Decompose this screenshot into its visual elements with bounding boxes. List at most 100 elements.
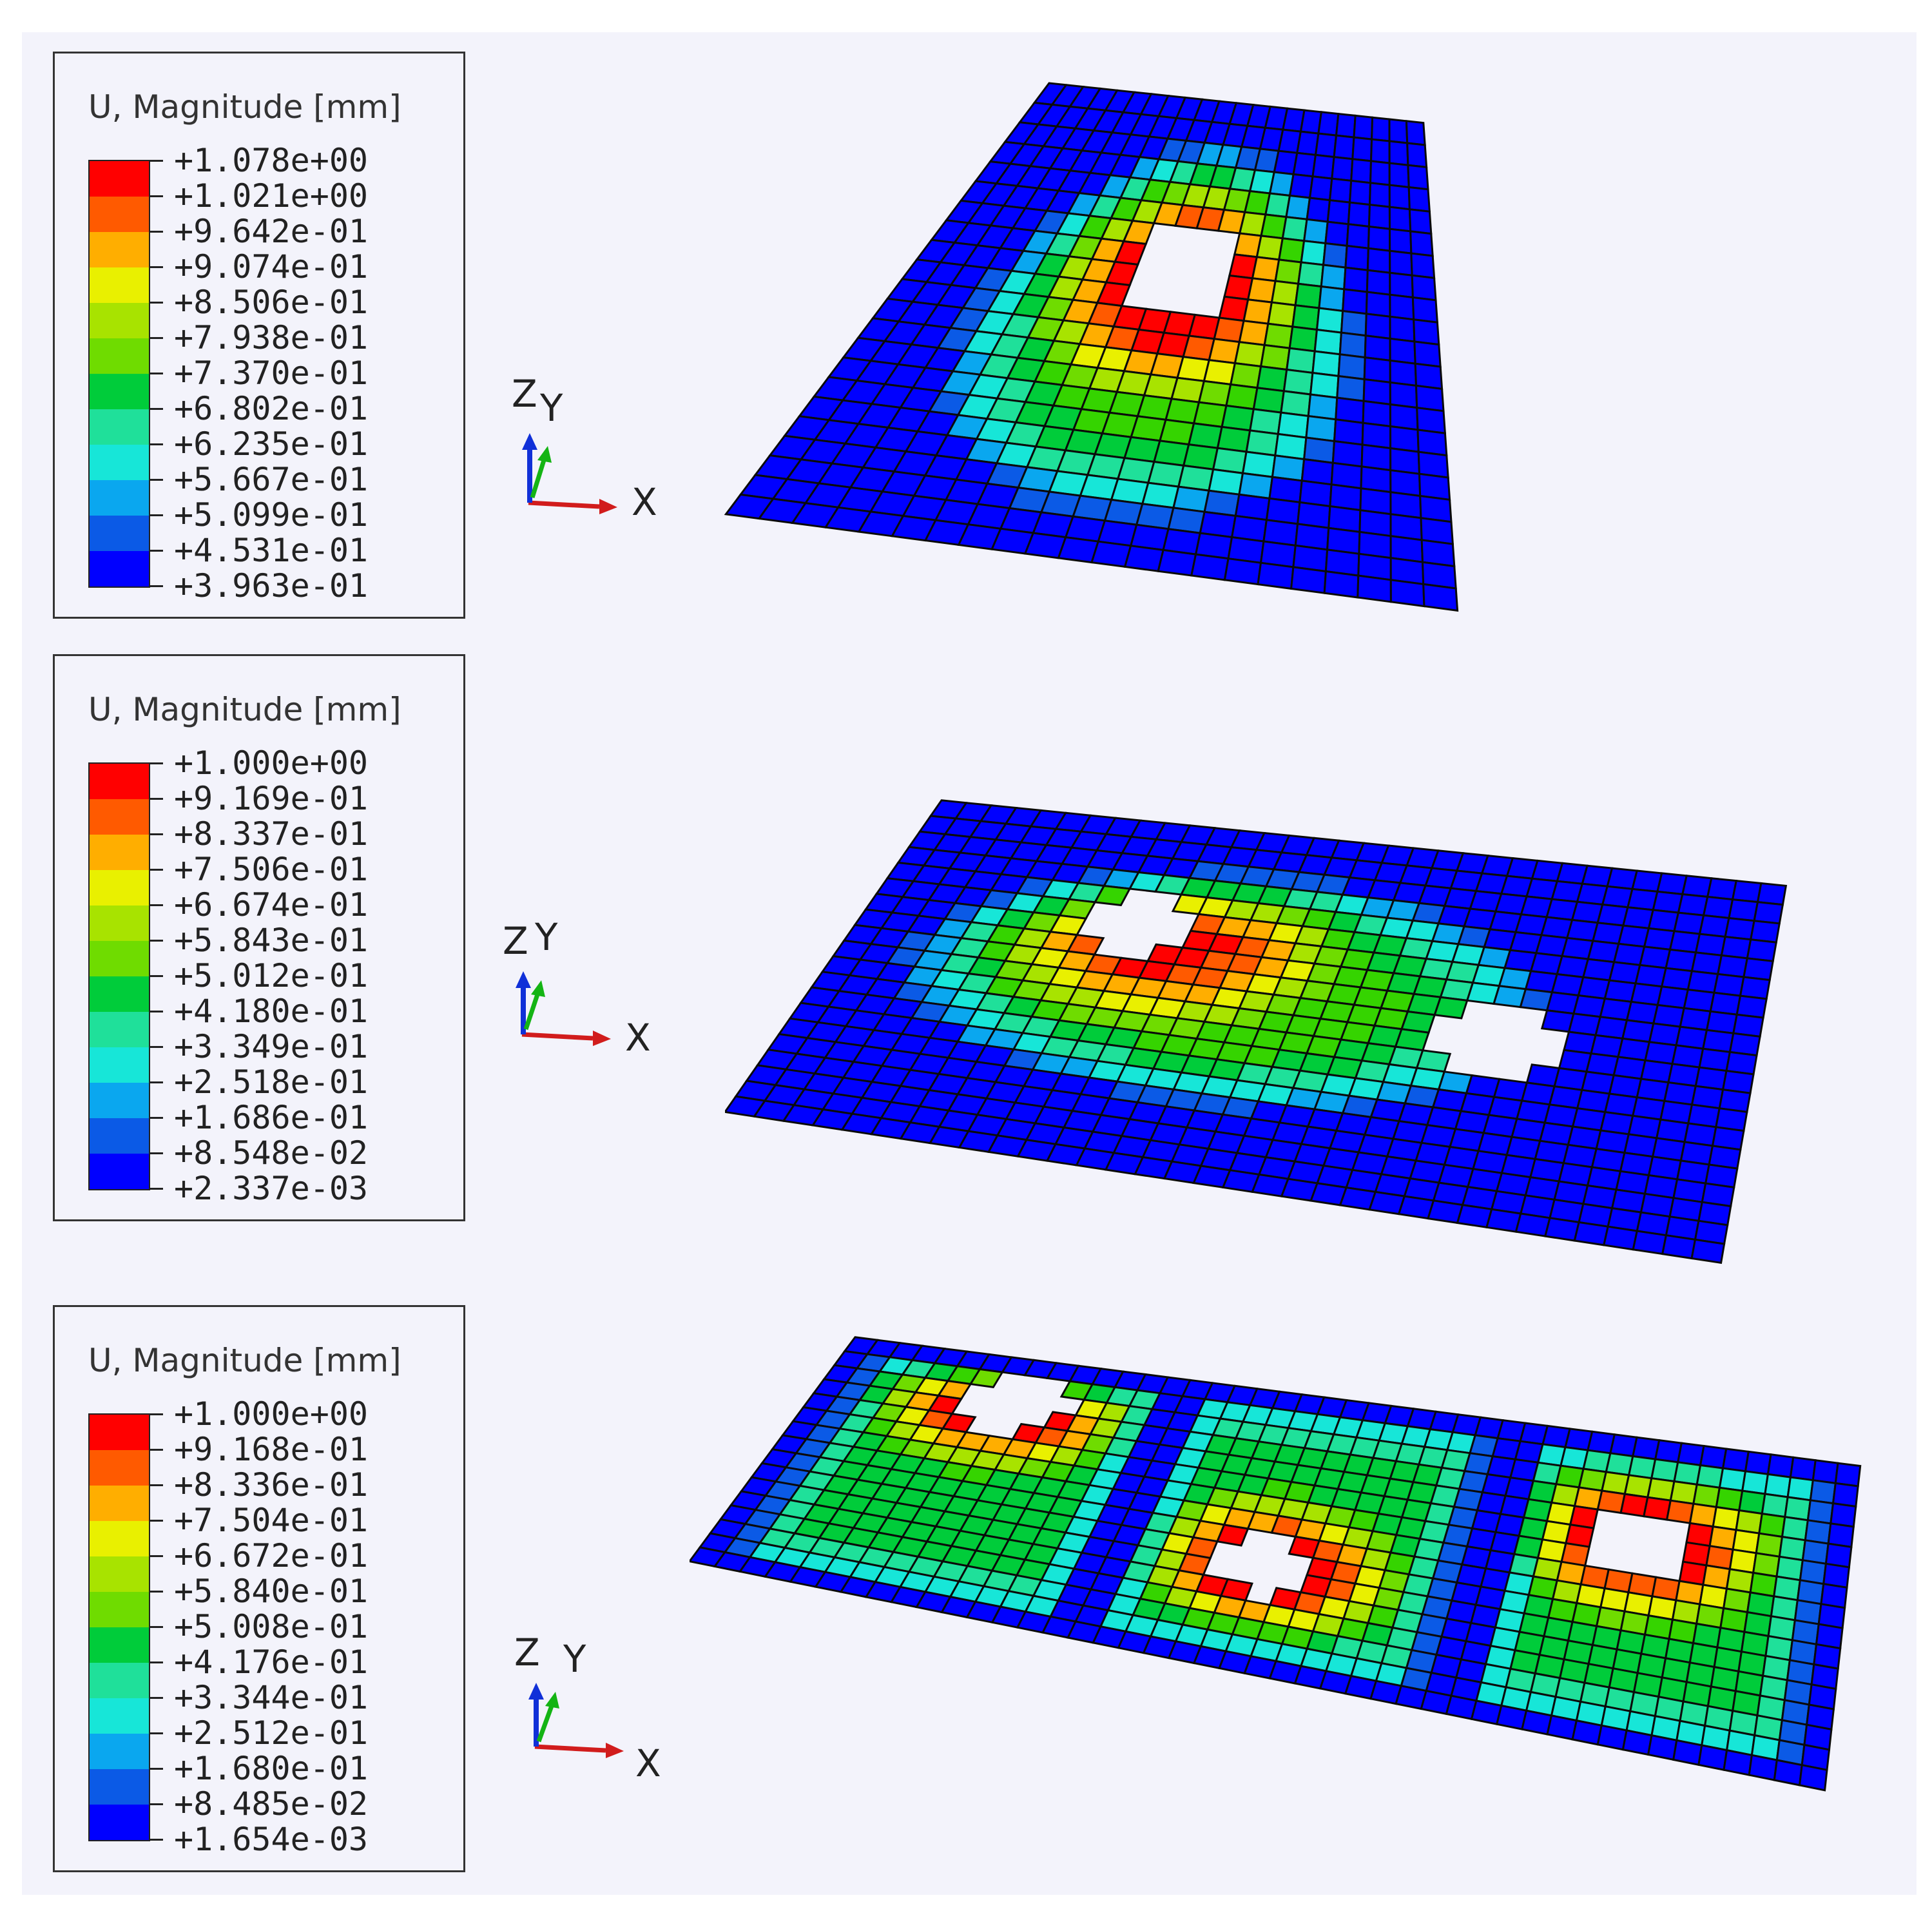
legend-color-swatch xyxy=(90,516,149,551)
legend-value: +9.074e-01 xyxy=(174,248,369,286)
mesh-element xyxy=(1834,1462,1862,1487)
mesh-element xyxy=(1422,583,1459,612)
mesh-element xyxy=(1348,179,1372,206)
legend-title: U, Magnitude [mm] xyxy=(88,1342,401,1379)
legend-tick xyxy=(149,550,163,552)
legend-color-swatch xyxy=(90,551,149,586)
mesh-element xyxy=(1270,280,1300,307)
mesh-element xyxy=(1340,309,1367,337)
legend-tick xyxy=(149,762,163,764)
mesh-element xyxy=(1388,228,1413,255)
mesh-element xyxy=(1407,186,1431,213)
legend-tick xyxy=(149,585,163,587)
legend-tick xyxy=(149,1117,163,1119)
mesh-element xyxy=(1798,1763,1828,1792)
legend-tick xyxy=(149,373,163,374)
legend-tick xyxy=(149,1449,163,1451)
mesh-element xyxy=(1409,230,1434,257)
plate-three-holes xyxy=(690,1336,1862,1792)
mesh-element xyxy=(1408,208,1433,235)
mesh-element xyxy=(1621,1729,1653,1756)
legend-color-swatch xyxy=(90,870,149,906)
legend-color-swatch xyxy=(90,1521,149,1556)
y-axis-label: Y xyxy=(563,1637,586,1681)
mesh-element xyxy=(1259,344,1291,371)
mesh-element xyxy=(1246,277,1277,304)
mesh-element xyxy=(1288,173,1314,199)
legend-tick xyxy=(149,1011,163,1012)
legend-color-swatch xyxy=(90,1556,149,1592)
legend-value: +8.506e-01 xyxy=(174,284,369,321)
mesh-element xyxy=(1274,258,1302,285)
legend-value: +3.344e-01 xyxy=(174,1679,369,1716)
legend-value: +2.518e-01 xyxy=(174,1063,369,1101)
legend-color-swatch xyxy=(90,445,149,480)
legend-value: +4.531e-01 xyxy=(174,532,369,569)
mesh-element xyxy=(1238,320,1270,347)
axis-triad-icon xyxy=(516,971,611,1046)
legend-tick xyxy=(149,408,163,410)
legend-value: +1.000e+00 xyxy=(174,744,369,782)
mesh-element xyxy=(1288,325,1319,353)
legend-value: +5.012e-01 xyxy=(174,957,369,994)
mesh-element xyxy=(1324,220,1349,247)
legend-value: +1.021e+00 xyxy=(174,177,369,215)
axis-triad-icon xyxy=(522,433,617,514)
legend-value: +7.504e-01 xyxy=(174,1502,369,1539)
mesh-element xyxy=(1320,264,1347,291)
mesh-element xyxy=(1573,1221,1610,1246)
legend-value: +1.078e+00 xyxy=(174,142,369,179)
legend-value: +8.485e-02 xyxy=(174,1785,369,1823)
z-axis-label: Z xyxy=(503,919,528,963)
mesh-element xyxy=(1389,249,1413,276)
mesh-element xyxy=(1344,244,1369,271)
legend-color-swatch xyxy=(90,1154,149,1189)
legend-tick xyxy=(149,514,163,516)
mesh-element xyxy=(1411,274,1437,302)
mesh-element xyxy=(1773,1759,1803,1787)
mesh-element xyxy=(1690,1238,1726,1264)
mesh-element xyxy=(1093,884,1132,907)
mesh-element xyxy=(1367,203,1391,230)
mesh-element xyxy=(1157,548,1197,577)
legend-color-swatch xyxy=(90,1486,149,1521)
mesh-element xyxy=(1389,337,1416,365)
legend-tick xyxy=(149,1626,163,1628)
mesh-element xyxy=(1242,298,1273,325)
legend-title: U, Magnitude [mm] xyxy=(88,691,401,728)
mesh-element xyxy=(1315,307,1344,334)
legend-value: +1.654e-03 xyxy=(174,1821,369,1858)
axis-triad-icon xyxy=(528,1683,624,1758)
mesh-element xyxy=(1123,545,1164,572)
mesh-element xyxy=(1571,1719,1603,1746)
mesh-element xyxy=(1326,199,1351,226)
legend-value: +3.963e-01 xyxy=(174,567,369,605)
mesh-element xyxy=(1257,561,1295,590)
mesh-element xyxy=(1756,882,1788,906)
mesh-element xyxy=(1411,296,1439,324)
legend-value: +9.642e-01 xyxy=(174,213,369,250)
legend-value: +1.686e-01 xyxy=(174,1099,369,1136)
mesh-element xyxy=(1433,996,1469,1020)
mesh-element xyxy=(1406,142,1428,169)
legend-color-swatch xyxy=(90,480,149,516)
legend-color-swatch xyxy=(90,1769,149,1805)
mesh-element xyxy=(1371,116,1391,142)
mesh-element xyxy=(1351,136,1373,162)
legend-color-swatch xyxy=(90,1592,149,1627)
mesh-element xyxy=(1389,359,1418,387)
mesh-element xyxy=(1368,182,1391,208)
mesh-element xyxy=(1388,184,1411,211)
legend-tick xyxy=(149,1046,163,1048)
legend-tick xyxy=(149,337,163,339)
legend-color-swatch xyxy=(90,941,149,976)
legend-tick xyxy=(149,904,163,906)
mesh-element xyxy=(1367,225,1391,252)
legend-value: +3.349e-01 xyxy=(174,1028,369,1065)
mesh-element xyxy=(1366,247,1391,274)
mesh-element xyxy=(1190,553,1230,581)
mesh-element xyxy=(1311,153,1335,180)
legend-color-swatch xyxy=(90,197,149,232)
mesh-element xyxy=(1357,574,1392,603)
legend-color-bar xyxy=(88,1413,150,1841)
